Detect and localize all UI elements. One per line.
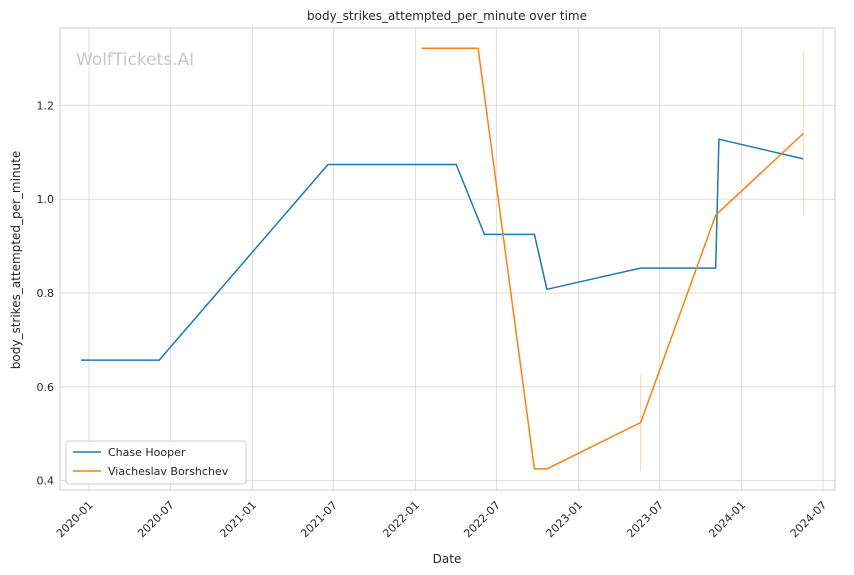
x-tick-label: 2020-07 (135, 499, 177, 541)
x-axis-label: Date (433, 552, 462, 566)
x-tick-label: 2021-01 (217, 499, 259, 541)
plot-area (59, 27, 836, 491)
x-tick-label: 2021-07 (298, 499, 340, 541)
y-tick-label: 0.8 (37, 287, 55, 300)
y-tick-label: 1.2 (37, 99, 55, 112)
x-tick-label: 2023-01 (543, 499, 585, 541)
y-tick-labels: 0.4 0.6 0.8 1.0 1.2 (37, 99, 55, 487)
series-line-viacheslav-borshchev (421, 47, 804, 470)
x-tick-labels: 2020-01 2020-07 2021-01 2021-07 2022-01 2022-… (54, 499, 830, 541)
x-tick-label: 2020-01 (54, 499, 96, 541)
x-tick-label: 2022-01 (380, 499, 422, 541)
watermark: WolfTickets.AI (76, 50, 194, 70)
legend-label-chase-hooper: Chase Hooper (108, 446, 186, 459)
legend-label-viacheslav-borshchev: Viacheslav Borshchev (108, 465, 229, 478)
y-tick-label: 0.4 (37, 475, 55, 488)
x-tick-label: 2022-07 (461, 499, 503, 541)
x-tick-label: 2023-07 (624, 499, 666, 541)
series-line-chase-hooper (81, 138, 804, 361)
series-lines (81, 47, 804, 470)
y-axis-label: body_strikes_attempted_per_minute (9, 151, 23, 369)
x-tick-label: 2024-07 (788, 499, 830, 541)
x-tick-label: 2024-01 (706, 499, 748, 541)
chart-title: body_strikes_attempted_per_minute over t… (307, 9, 587, 23)
legend: Chase Hooper Viacheslav Borshchev (65, 440, 247, 485)
y-tick-label: 1.0 (37, 193, 55, 206)
legend-box (65, 440, 247, 485)
y-tick-label: 0.6 (37, 381, 55, 394)
